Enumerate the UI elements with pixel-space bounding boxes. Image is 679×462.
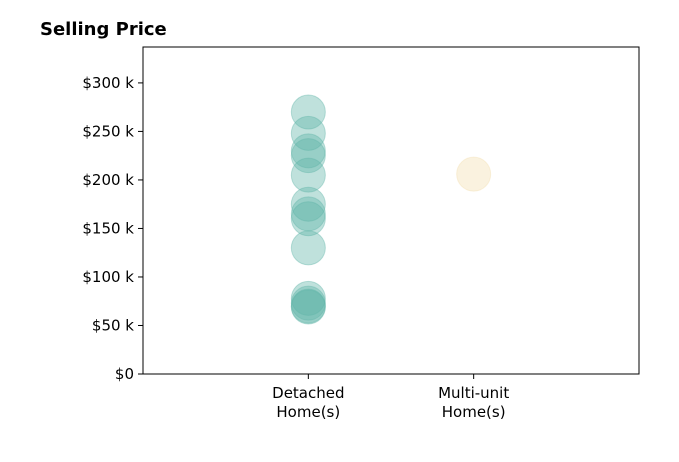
data-point	[290, 186, 326, 222]
data-point	[290, 289, 326, 325]
data-point	[290, 288, 326, 324]
data-point	[290, 285, 326, 321]
data-point	[290, 196, 326, 232]
data-point	[290, 94, 326, 130]
data-point	[290, 157, 326, 193]
y-axis: $0 $50 k $100 k $150 k $200 k $250 k $300 k	[82, 74, 143, 383]
data-point	[290, 280, 326, 316]
x-tick-label: Detached Home(s)	[272, 384, 344, 421]
data-point	[290, 138, 326, 174]
y-tick-label: $0	[115, 365, 134, 383]
data-points	[290, 94, 492, 325]
data-point	[290, 201, 326, 237]
chart-title: Selling Price	[40, 19, 167, 40]
y-tick-label: $50 k	[92, 316, 134, 334]
data-point	[456, 156, 492, 192]
y-tick-label: $100 k	[82, 268, 134, 286]
data-point	[290, 133, 326, 169]
x-axis: Detached Home(s) Multi-unit Home(s)	[272, 374, 509, 421]
x-tick-label: Multi-unit Home(s)	[438, 384, 509, 421]
y-tick-label: $150 k	[82, 219, 134, 237]
y-tick-label: $300 k	[82, 74, 134, 92]
data-point	[290, 230, 326, 266]
y-tick-label: $250 k	[82, 122, 134, 140]
y-tick-label: $200 k	[82, 171, 134, 189]
data-point	[290, 115, 326, 151]
plot-area-frame	[142, 46, 640, 375]
